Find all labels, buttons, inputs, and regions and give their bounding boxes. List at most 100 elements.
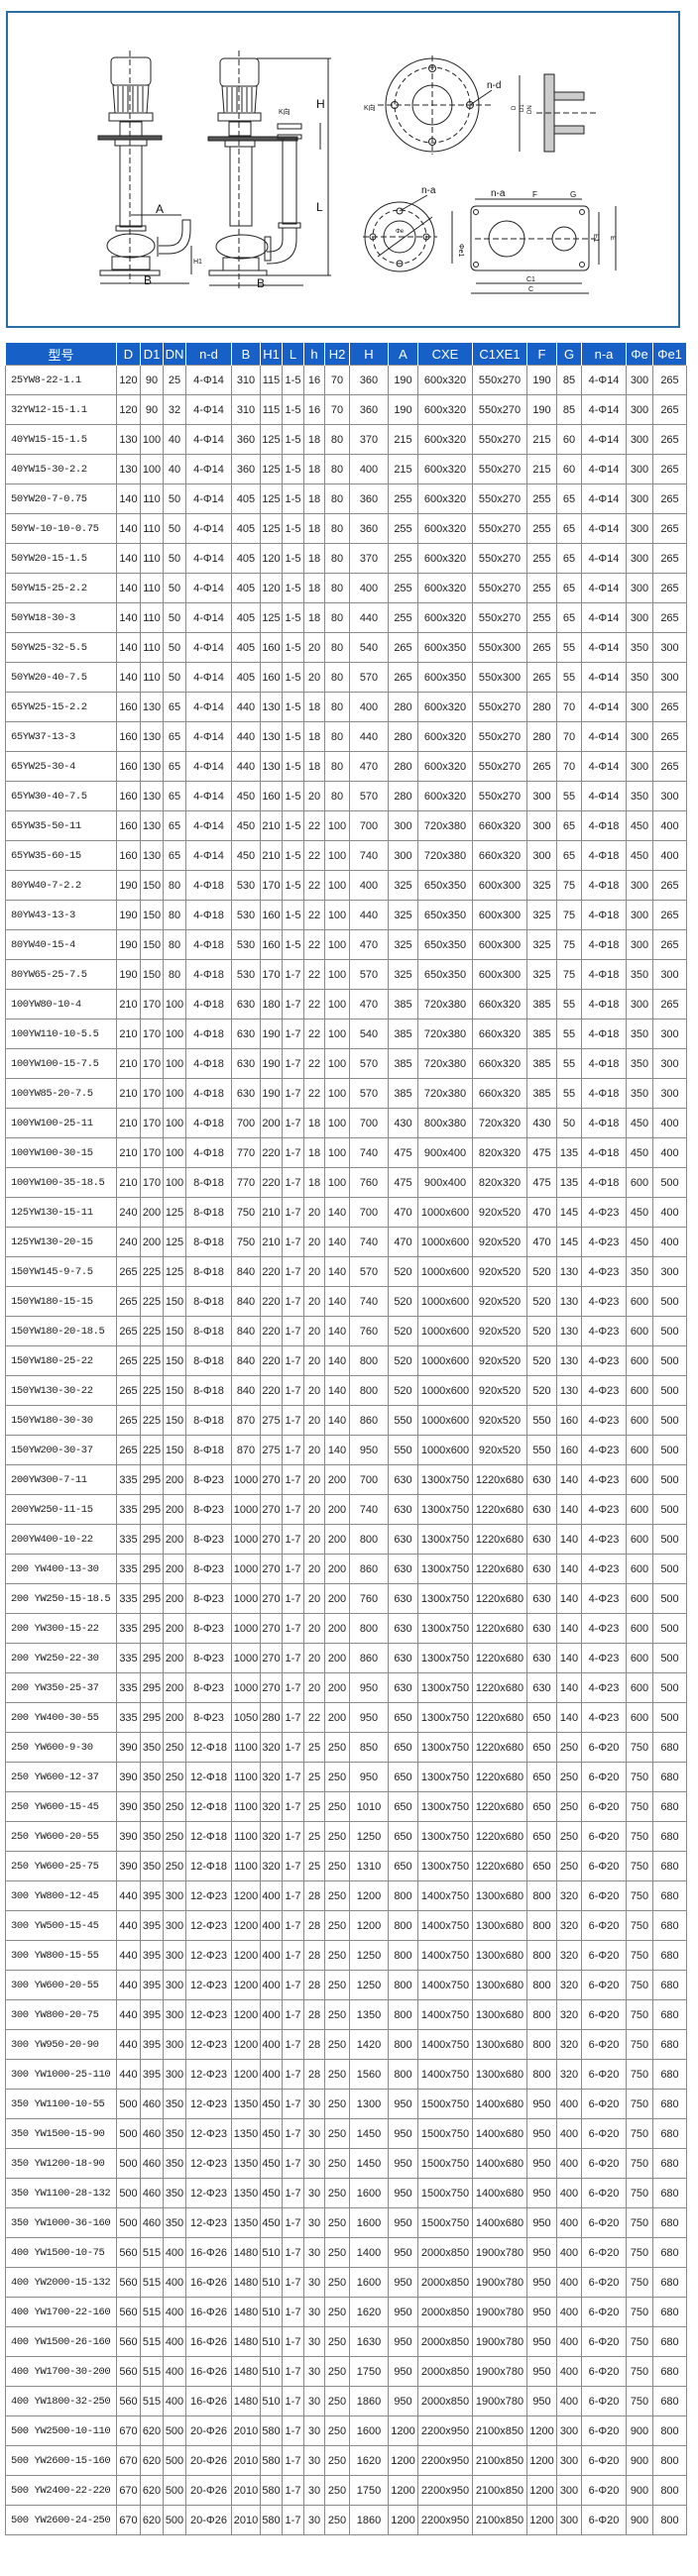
value-cell: 395 bbox=[140, 2059, 164, 2090]
value-cell: 4-Φ14 bbox=[581, 692, 627, 722]
value-cell: 30 bbox=[303, 2386, 325, 2416]
value-cell: 4-Φ23 bbox=[581, 1643, 627, 1673]
value-cell: 950 bbox=[388, 2297, 418, 2327]
value-cell: 1-7 bbox=[282, 1880, 304, 1911]
value-cell: 125 bbox=[163, 1197, 186, 1228]
value-cell: 140 bbox=[556, 1613, 582, 1644]
value-cell: 720x380 bbox=[417, 810, 473, 841]
value-cell: 265 bbox=[652, 394, 687, 425]
value-cell: 200 bbox=[324, 1554, 350, 1584]
value-cell: 16 bbox=[303, 365, 325, 395]
value-cell: 1-7 bbox=[282, 2059, 304, 2090]
value-cell: 100 bbox=[163, 1048, 186, 1079]
value-cell: 630 bbox=[526, 1464, 557, 1495]
table-row: 400 YW1500-10-75 560 515 400 16-Φ26 1480 510 1-… bbox=[5, 2237, 687, 2268]
value-cell: 630 bbox=[388, 1613, 418, 1644]
value-cell: 1220x680 bbox=[472, 1851, 527, 1881]
value-cell: 600x350 bbox=[417, 632, 473, 663]
value-cell: 150 bbox=[163, 1375, 186, 1406]
value-cell: 800 bbox=[526, 1999, 557, 2030]
value-cell: 160 bbox=[260, 929, 283, 960]
value-cell: 390 bbox=[116, 1851, 141, 1881]
value-cell: 70 bbox=[556, 692, 582, 722]
value-cell: 8-Φ18 bbox=[185, 1345, 232, 1376]
value-cell: 265 bbox=[652, 454, 687, 484]
value-cell: 1000x600 bbox=[417, 1375, 473, 1406]
value-cell: 540 bbox=[349, 1019, 389, 1049]
value-cell: 255 bbox=[388, 543, 418, 574]
value-cell: 55 bbox=[556, 632, 582, 663]
value-cell: 1500x750 bbox=[417, 2118, 473, 2149]
value-cell: 130 bbox=[140, 751, 164, 782]
model-cell: 150YW180-30-30 bbox=[5, 1405, 117, 1436]
value-cell: 1050 bbox=[231, 1702, 261, 1733]
value-cell: 1-7 bbox=[282, 989, 304, 1020]
value-cell: 1300x750 bbox=[417, 1643, 473, 1673]
value-cell: 300 bbox=[626, 365, 653, 395]
value-cell: 4-Φ23 bbox=[581, 1227, 627, 1257]
value-cell: 470 bbox=[526, 1197, 557, 1228]
value-cell: 145 bbox=[556, 1197, 582, 1228]
model-cell: 350 YW1000-36-160 bbox=[5, 2207, 117, 2238]
value-cell: 4-Φ23 bbox=[581, 1256, 627, 1287]
value-cell: 1-5 bbox=[282, 543, 304, 574]
value-cell: 350 bbox=[626, 1256, 653, 1287]
model-cell: 100YW100-15-7.5 bbox=[5, 1048, 117, 1079]
value-cell: 320 bbox=[556, 2029, 582, 2060]
value-cell: 470 bbox=[349, 989, 389, 1020]
model-cell: 500 YW2500-10-110 bbox=[5, 2415, 117, 2446]
value-cell: 270 bbox=[260, 1583, 283, 1614]
value-cell: 500 bbox=[652, 1167, 687, 1198]
value-cell: 100 bbox=[140, 424, 164, 455]
value-cell: 170 bbox=[140, 1078, 164, 1109]
value-cell: 18 bbox=[303, 424, 325, 455]
value-cell: 800 bbox=[652, 2475, 687, 2506]
value-cell: 250 bbox=[324, 2178, 350, 2208]
value-cell: 500 bbox=[652, 1672, 687, 1703]
value-cell: 130 bbox=[140, 781, 164, 811]
value-cell: 30 bbox=[303, 2475, 325, 2506]
value-cell: 4-Φ23 bbox=[581, 1524, 627, 1555]
value-cell: 30 bbox=[303, 2207, 325, 2238]
value-cell: 4-Φ14 bbox=[185, 454, 232, 484]
value-cell: 20-Φ26 bbox=[185, 2505, 232, 2535]
value-cell: 255 bbox=[526, 602, 557, 633]
value-cell: 950 bbox=[349, 1762, 389, 1792]
value-cell: 1200 bbox=[231, 1880, 261, 1911]
value-cell: 240 bbox=[116, 1227, 141, 1257]
value-cell: 1-7 bbox=[282, 2178, 304, 2208]
table-row: 250 YW600-9-30 390 350 250 12-Φ18 1100 320 1-7 2… bbox=[5, 1732, 687, 1763]
value-cell: 220 bbox=[260, 1256, 283, 1287]
value-cell: 570 bbox=[349, 1048, 389, 1079]
value-cell: 390 bbox=[116, 1821, 141, 1852]
value-cell: 550x270 bbox=[472, 513, 527, 544]
value-cell: 1100 bbox=[231, 1791, 261, 1822]
value-cell: 600x320 bbox=[417, 513, 473, 544]
model-cell: 350 YW1100-28-132 bbox=[5, 2178, 117, 2208]
value-cell: 140 bbox=[324, 1375, 350, 1406]
value-cell: 200 bbox=[140, 1227, 164, 1257]
value-cell: 560 bbox=[116, 2237, 141, 2268]
value-cell: 1-7 bbox=[282, 1851, 304, 1881]
value-cell: 1-7 bbox=[282, 2415, 304, 2446]
value-cell: 670 bbox=[116, 2505, 141, 2535]
value-cell: 1-7 bbox=[282, 2445, 304, 2476]
model-cell: 65YW35-60-15 bbox=[5, 840, 117, 871]
value-cell: 28 bbox=[303, 2029, 325, 2060]
table-row: 40YW15-15-1.5 130 100 40 4-Φ14 360 125 1-5 18 80 3… bbox=[5, 424, 687, 455]
value-cell: 500 bbox=[652, 1524, 687, 1555]
value-cell: 1500x750 bbox=[417, 2207, 473, 2238]
value-cell: 750 bbox=[626, 2356, 653, 2387]
column-header: CXE bbox=[417, 342, 473, 366]
table-row: 32YW12-15-1.1 120 90 32 4-Φ14 310 115 1-5 16 70 36… bbox=[5, 394, 687, 425]
value-cell: 4-Φ14 bbox=[581, 632, 627, 663]
value-cell: 680 bbox=[652, 1821, 687, 1852]
value-cell: 475 bbox=[388, 1167, 418, 1198]
value-cell: 400 bbox=[163, 2356, 186, 2387]
value-cell: 80 bbox=[163, 929, 186, 960]
value-cell: 6-Φ20 bbox=[581, 1999, 627, 2030]
value-cell: 1450 bbox=[349, 2148, 389, 2179]
value-cell: 50 bbox=[163, 513, 186, 544]
value-cell: 630 bbox=[526, 1524, 557, 1555]
value-cell: 140 bbox=[556, 1554, 582, 1584]
